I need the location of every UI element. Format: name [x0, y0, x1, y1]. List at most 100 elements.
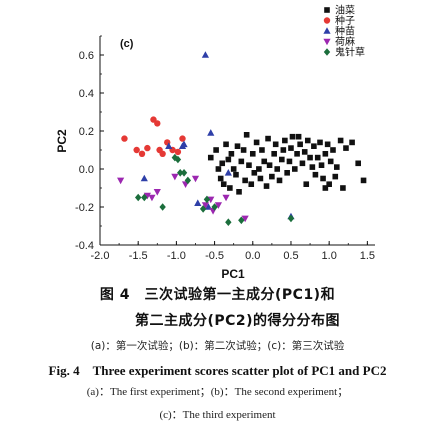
data-point [322, 151, 329, 157]
data-point [288, 145, 294, 151]
data-point [240, 147, 247, 153]
x-tick-label: -2.0 [91, 250, 110, 262]
y-axis-label: PC2 [55, 129, 69, 153]
data-point [219, 160, 226, 167]
caption-en-subtitle-line2: (c)：The third experiment [159, 409, 276, 421]
data-point [203, 195, 211, 204]
data-point [332, 173, 339, 180]
data-point [360, 177, 367, 184]
data-point [179, 135, 186, 142]
data-point [309, 164, 316, 170]
data-point [314, 154, 321, 161]
data-point [153, 189, 161, 196]
x-tick-label: 0.0 [245, 250, 260, 262]
data-point [280, 147, 287, 153]
data-point [191, 175, 200, 183]
data-point [230, 166, 237, 172]
data-point [326, 181, 332, 187]
data-point [279, 156, 285, 163]
data-point [324, 141, 331, 148]
data-point [121, 135, 128, 142]
data-point [269, 173, 275, 180]
data-point [159, 150, 166, 157]
data-point [222, 194, 230, 202]
data-point [327, 158, 334, 165]
legend-marker [323, 27, 331, 34]
legend-label: 鬼针草 [335, 46, 365, 59]
data-point [165, 142, 173, 149]
data-point [304, 137, 311, 144]
data-point [241, 215, 249, 223]
y-tick-label: -0.2 [75, 202, 94, 214]
legend-label: 种子 [335, 14, 355, 27]
x-tick-label: 1.5 [360, 250, 375, 262]
data-point [171, 153, 179, 162]
data-point [224, 169, 232, 176]
data-point [340, 185, 346, 191]
data-point [225, 156, 232, 163]
legend-label: 种苗 [335, 25, 355, 38]
data-point [265, 135, 271, 142]
legend-marker [323, 48, 331, 56]
data-point [215, 166, 222, 172]
data-point [194, 199, 202, 206]
data-point [138, 150, 146, 157]
legend-marker [323, 17, 331, 24]
y-tick-label: -0.4 [75, 240, 94, 252]
x-tick-label: 0.5 [283, 250, 298, 262]
y-tick-label: 0.4 [79, 88, 94, 100]
data-point [184, 176, 192, 185]
x-tick-label: -1.0 [167, 250, 186, 262]
data-point [334, 164, 340, 170]
data-point [141, 193, 148, 202]
data-point [322, 185, 329, 191]
data-point [227, 185, 233, 191]
data-point [233, 171, 239, 178]
data-point [159, 203, 166, 211]
caption-cn-title: 图 4 三次试验第一主成分(PC1)和 [99, 287, 336, 303]
data-point [199, 205, 207, 213]
x-tick-label: 1.0 [322, 250, 337, 262]
legend-marker [323, 38, 331, 46]
data-point [134, 193, 142, 202]
data-point [242, 177, 248, 184]
data-point [201, 202, 210, 209]
data-point [291, 166, 298, 172]
data-point [220, 181, 227, 187]
data-point [263, 183, 270, 189]
data-point [148, 194, 156, 202]
data-point [214, 202, 223, 209]
data-point [180, 140, 188, 148]
data-point [201, 51, 210, 58]
data-point [355, 160, 361, 167]
data-point [289, 133, 296, 140]
data-point [343, 145, 349, 151]
caption-cn-title-line2: 第二主成分(PC2)的得分分布图 [134, 313, 341, 329]
data-point [337, 137, 344, 144]
data-point [174, 155, 182, 164]
x-axis-label: PC1 [221, 267, 245, 281]
x-tick-label: -1.5 [129, 250, 148, 262]
data-point [238, 158, 245, 165]
data-point [234, 143, 241, 149]
data-point [276, 177, 283, 184]
data-point [171, 173, 179, 181]
data-point [330, 147, 336, 153]
pca-scatter-chart: -2.0 -1.5 -1.0 -0.5 0.0 0.5 1.0 1.5 -0.4 -0.2 0.0 0… [55, 4, 375, 282]
data-point [140, 174, 148, 182]
data-point [223, 141, 229, 148]
data-point [295, 133, 302, 140]
data-point [297, 141, 303, 148]
caption-en-title: Fig. 4 Three experiment scores scatter p… [48, 363, 387, 378]
data-point [301, 149, 308, 155]
data-point [225, 218, 232, 226]
data-point [253, 139, 260, 146]
legend-label: 荷麻 [335, 35, 355, 48]
data-point [217, 175, 224, 182]
data-point [238, 216, 245, 225]
data-point [256, 166, 262, 172]
data-points [117, 51, 367, 226]
data-point [228, 151, 235, 157]
data-point [287, 214, 295, 223]
